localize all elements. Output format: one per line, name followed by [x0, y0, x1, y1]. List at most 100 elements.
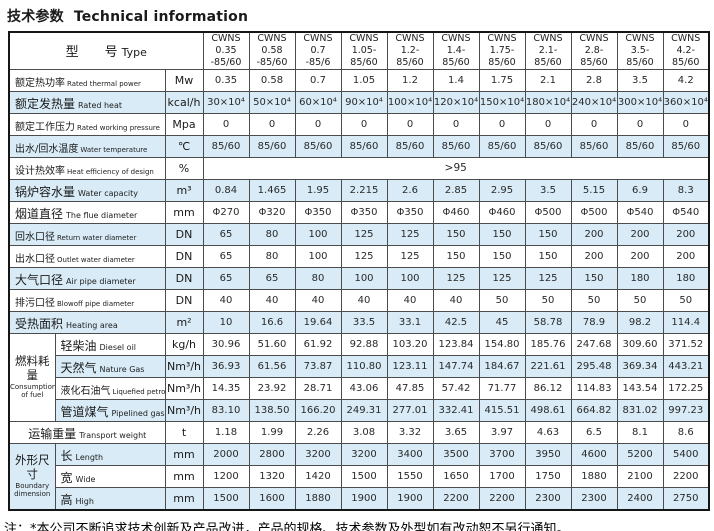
value-cell: 997.23 — [662, 398, 710, 422]
row-label-en: Transport weight — [79, 430, 147, 440]
value-cell: 2.1 — [524, 68, 572, 92]
row-unit-nature-gas: Nm³/h — [164, 354, 204, 378]
row-label-cn: 受热面积 — [15, 316, 64, 331]
header-row: 型 号 Type CWNS 0.35 -85/60 CWNS 0.58 -85/60 CWN… — [8, 31, 710, 70]
row-label-cn: 大气口径 — [15, 272, 64, 287]
value-cell: 125 — [432, 266, 480, 290]
model-name-line1: CWNS 0.58 — [257, 33, 287, 56]
row-label-cn: 运输重量 — [28, 426, 77, 441]
value-cell: 40 — [294, 288, 342, 312]
row-label-air-pipe-diameter: 大气口径 Air pipe diameter — [8, 266, 166, 290]
row-label-en: Heating area — [66, 320, 118, 330]
value-cell: Φ540 — [616, 200, 664, 224]
model-column-header: CWNS 4.2-85/60 — [662, 31, 710, 70]
value-cell: 277.01 — [386, 398, 434, 422]
value-cell: 1.95 — [294, 178, 342, 202]
value-cell: 200 — [616, 244, 664, 268]
value-cell: 30×10⁴ — [202, 90, 250, 114]
model-name-line1: CWNS — [349, 33, 379, 44]
row-label-cn: 液化石油气 — [60, 385, 111, 397]
row-return-water-diameter: 回水口径 Return water diameter DN 65 80 100 125 125… — [8, 222, 710, 246]
row-label-cn: 出水口径 — [15, 253, 55, 265]
row-water-temperature: 出水/回水温度 Water temperature ℃ 85/60 85/60 85/60… — [8, 134, 710, 158]
model-name-line1: CWNS — [533, 33, 563, 44]
value-cell: 80 — [248, 244, 296, 268]
value-cell: 114.4 — [662, 310, 710, 334]
value-cell: 2000 — [202, 442, 250, 466]
value-cell: 0.58 — [248, 68, 296, 92]
model-name-line2: -85/60 — [256, 56, 288, 68]
value-cell: 664.82 — [570, 398, 618, 422]
value-cell: 60×10⁴ — [294, 90, 342, 114]
value-cell: 4.2 — [662, 68, 710, 92]
value-cell: 85/60 — [478, 134, 526, 158]
value-cell: 50 — [570, 288, 618, 312]
value-cell: 150 — [478, 222, 526, 246]
value-cell: 300×10⁴ — [616, 90, 664, 114]
row-pipelined-gas: 管道煤气 Pipelined gas Nm³/h 83.10 138.50 166.20 2… — [9, 398, 710, 422]
row-label-cn: 额定工作压力 — [15, 121, 75, 133]
row-unit-flue-diameter: mm — [164, 200, 204, 224]
value-cell: 150×10⁴ — [478, 90, 526, 114]
value-cell: 100 — [294, 244, 342, 268]
row-label-cn: 回水口径 — [15, 231, 55, 243]
value-cell: 1.4 — [432, 68, 480, 92]
row-label-en: High — [75, 496, 94, 506]
row-label-en: Water temperature — [80, 145, 148, 154]
value-cell: 150 — [524, 222, 572, 246]
row-label-cn: 出水/回水温度 — [15, 143, 79, 155]
model-column-header: CWNS 2.8-85/60 — [570, 31, 618, 70]
value-cell: 85/60 — [616, 134, 664, 158]
value-cell: Φ460 — [478, 200, 526, 224]
model-name-line1: CWNS — [671, 33, 701, 44]
value-cell: Φ270 — [202, 200, 250, 224]
value-cell: 360×10⁴ — [662, 90, 710, 114]
value-cell: 100 — [340, 266, 388, 290]
value-cell: 14.35 — [202, 376, 250, 400]
value-cell: 73.87 — [294, 354, 342, 378]
value-cell: 42.5 — [432, 310, 480, 334]
model-name-line1: CWNS 0.35 — [211, 33, 241, 56]
row-label-length: 长 Length — [54, 442, 166, 466]
value-cell: 28.71 — [294, 376, 342, 400]
row-label-rated-thermal-power: 额定热功率 Rated thermal power — [8, 68, 166, 92]
value-cell: 1880 — [570, 464, 618, 488]
value-cell: 3.08 — [340, 420, 388, 444]
row-label-cn: 锅炉容水量 — [15, 184, 76, 199]
row-label-en: Nature Gas — [99, 364, 145, 374]
value-cell: 2.85 — [432, 178, 480, 202]
value-cell: 125 — [478, 266, 526, 290]
group-label-en: Consumption of fuel — [10, 383, 55, 400]
group-label-length: 外形尺寸 Boundary dimension — [8, 442, 56, 511]
value-cell: 23.92 — [248, 376, 296, 400]
value-cell: 200 — [570, 222, 618, 246]
value-cell: 100 — [386, 266, 434, 290]
model-name-line1: CWNS — [395, 33, 425, 44]
value-cell: 150 — [432, 222, 480, 246]
row-unit-diesel-oil: kg/h — [164, 332, 204, 356]
value-cell: 47.85 — [386, 376, 434, 400]
value-cell: 0 — [386, 112, 434, 136]
model-name-line2: -85/6 — [305, 56, 331, 68]
value-cell: 0 — [524, 112, 572, 136]
value-cell: 247.68 — [570, 332, 618, 356]
value-cell: 50 — [478, 288, 526, 312]
value-cell: Φ350 — [386, 200, 434, 224]
row-nature-gas: 天然气 Nature Gas Nm³/h 36.93 61.56 73.87 110.80 1… — [9, 354, 710, 378]
value-cell: 184.67 — [478, 354, 526, 378]
row-label-en: Outlet water diameter — [57, 255, 135, 264]
value-cell: 125 — [524, 266, 572, 290]
value-cell: Φ460 — [432, 200, 480, 224]
value-cell: 0 — [202, 112, 250, 136]
group-label-diesel-oil: 燃料耗量 Consumption of fuel — [8, 332, 56, 422]
row-label-cn: 长 — [60, 448, 73, 463]
value-cell: 3500 — [432, 442, 480, 466]
row-unit-rated-thermal-power: Mw — [164, 68, 204, 92]
value-cell: 2750 — [662, 486, 710, 511]
row-label-en: Liquefied petroleum Gas — [112, 387, 165, 396]
value-cell: 2.26 — [294, 420, 342, 444]
value-cell: 4.63 — [524, 420, 572, 444]
value-cell: 98.2 — [616, 310, 664, 334]
row-unit-outlet-water-diameter: DN — [164, 244, 204, 268]
